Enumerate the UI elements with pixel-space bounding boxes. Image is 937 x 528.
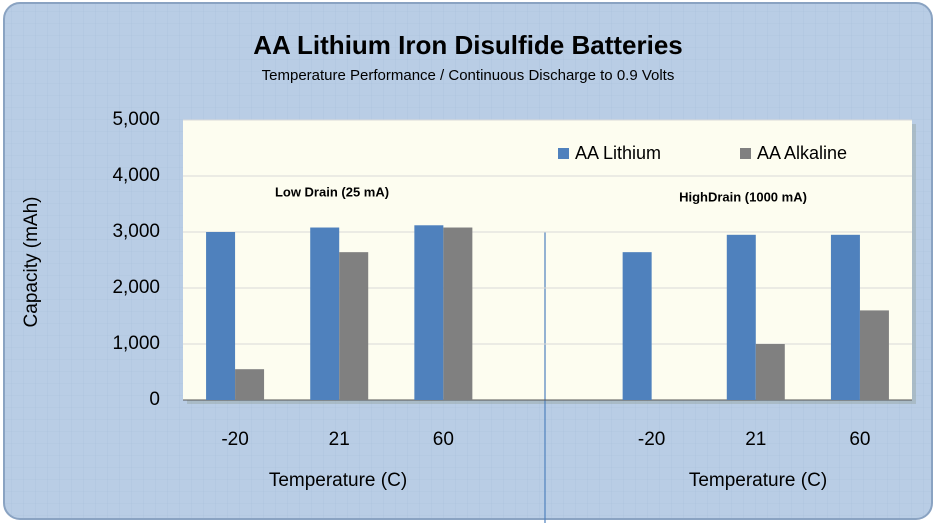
x-tick-label: -20 [221,429,248,450]
legend-swatch [740,148,751,159]
chart-subtitle: Temperature Performance / Continuous Dis… [262,67,675,84]
y-tick-label: 3,000 [112,221,160,242]
bar [830,234,860,400]
y-tick-label: 4,000 [112,165,160,186]
x-tick-label: 60 [849,429,870,450]
legend-label: AA Alkaline [757,143,847,163]
bar [622,252,652,400]
annotation: Low Drain (25 mA) [275,184,389,199]
y-tick-label: 1,000 [112,333,160,354]
annotation: HighDrain (1000 mA) [679,189,807,204]
legend-swatch [558,148,569,159]
bar [414,225,444,400]
bar [206,232,236,400]
chart-title: AA Lithium Iron Disulfide Batteries [253,30,683,60]
bar [339,252,369,400]
bar [235,369,265,400]
bar [726,234,756,400]
y-tick-label: 5,000 [112,109,160,130]
x-tick-label: 21 [329,429,350,450]
y-tick-label: 0 [149,389,160,410]
x-tick-label: -20 [638,429,665,450]
x-tick-label: 21 [745,429,766,450]
x-axis-label: Temperature (C) [689,470,827,491]
y-tick-label: 2,000 [112,277,160,298]
bar [310,227,340,400]
plot-area [183,120,912,400]
x-tick-label: 60 [433,429,454,450]
bar [443,227,473,400]
bar [859,310,889,400]
bar [755,344,785,400]
legend-label: AA Lithium [575,143,661,163]
x-axis-label: Temperature (C) [269,470,407,491]
y-axis-label: Capacity (mAh) [21,197,42,328]
